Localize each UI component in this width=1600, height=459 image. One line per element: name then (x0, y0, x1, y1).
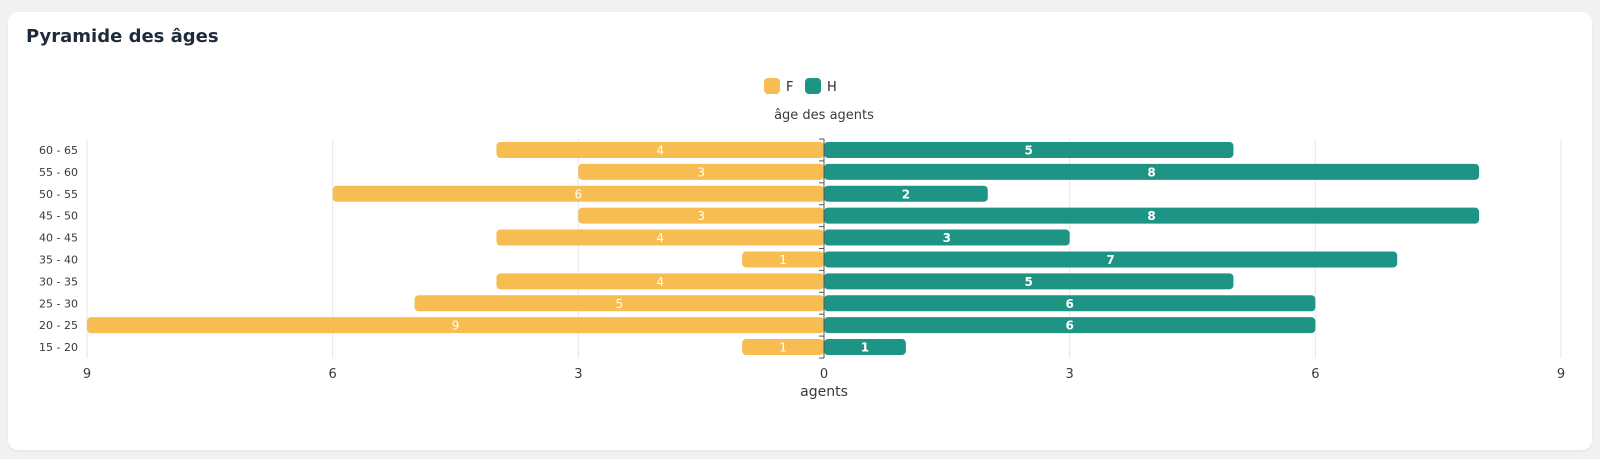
y-tick-label: 50 - 55 (39, 188, 78, 201)
bar-f-label: 1 (779, 253, 787, 267)
legend-label-h[interactable]: H (827, 80, 837, 95)
bar-h-label: 8 (1147, 165, 1155, 179)
bar-f-label: 9 (452, 319, 460, 333)
card-title: Pyramide des âges (26, 26, 219, 47)
y-tick-label: 55 - 60 (39, 166, 78, 179)
bar-h[interactable] (824, 295, 1316, 312)
bar-h[interactable] (824, 163, 1480, 180)
bar-h[interactable] (824, 207, 1480, 224)
legend-swatch-f[interactable] (764, 78, 780, 94)
x-tick-label: 6 (329, 367, 337, 382)
x-tick-label: 9 (83, 367, 91, 382)
y-tick-label: 25 - 30 (39, 297, 78, 310)
bar-h-label: 3 (943, 231, 951, 245)
bar-h[interactable] (824, 185, 988, 202)
bar-h-label: 6 (1065, 319, 1073, 333)
bar-f-label: 5 (615, 297, 623, 311)
bar-f[interactable] (414, 295, 824, 312)
bar-f[interactable] (578, 163, 824, 180)
x-tick-label: 9 (1557, 367, 1565, 382)
bar-h[interactable] (824, 229, 1070, 246)
x-tick-label: 3 (1066, 367, 1074, 382)
bar-h[interactable] (824, 251, 1398, 268)
bar-h[interactable] (824, 317, 1316, 334)
bar-f[interactable] (87, 317, 824, 334)
bar-h-label: 5 (1025, 143, 1033, 157)
bar-h[interactable] (824, 273, 1234, 290)
bar-f-label: 4 (656, 231, 664, 245)
bar-f-label: 6 (575, 187, 583, 201)
y-tick-label: 20 - 25 (39, 319, 78, 332)
bar-f-label: 4 (656, 275, 664, 289)
bar-h-label: 6 (1065, 297, 1073, 311)
bar-h[interactable] (824, 141, 1234, 158)
bar-f[interactable] (496, 273, 824, 290)
bar-f[interactable] (578, 207, 824, 224)
bar-f-label: 3 (697, 165, 705, 179)
bar-h-label: 8 (1147, 209, 1155, 223)
y-tick-label: 15 - 20 (39, 341, 78, 354)
y-tick-label: 35 - 40 (39, 253, 78, 266)
bar-f[interactable] (496, 229, 824, 246)
x-axis-title: agents (800, 384, 848, 400)
x-tick-label: 0 (820, 367, 828, 382)
bar-f-label: 3 (697, 209, 705, 223)
bar-h-label: 1 (861, 341, 869, 355)
y-tick-label: 30 - 35 (39, 275, 78, 288)
bar-h[interactable] (824, 339, 906, 356)
bar-f-label: 4 (656, 143, 664, 157)
bar-f-label: 1 (779, 341, 787, 355)
bar-f[interactable] (742, 251, 824, 268)
bar-f[interactable] (496, 141, 824, 158)
legend-label-f[interactable]: F (786, 80, 793, 95)
y-tick-label: 40 - 45 (39, 232, 78, 245)
bar-h-label: 5 (1025, 275, 1033, 289)
bar-h-label: 2 (902, 187, 910, 201)
y-tick-label: 60 - 65 (39, 144, 78, 157)
x-tick-label: 6 (1311, 367, 1319, 382)
bar-f[interactable] (742, 339, 824, 356)
x-tick-label: 3 (574, 367, 582, 382)
chart-title: âge des agents (774, 108, 874, 123)
legend-swatch-h[interactable] (805, 78, 821, 94)
y-tick-label: 45 - 50 (39, 210, 78, 223)
bar-f[interactable] (332, 185, 824, 202)
bar-h-label: 7 (1106, 253, 1114, 267)
